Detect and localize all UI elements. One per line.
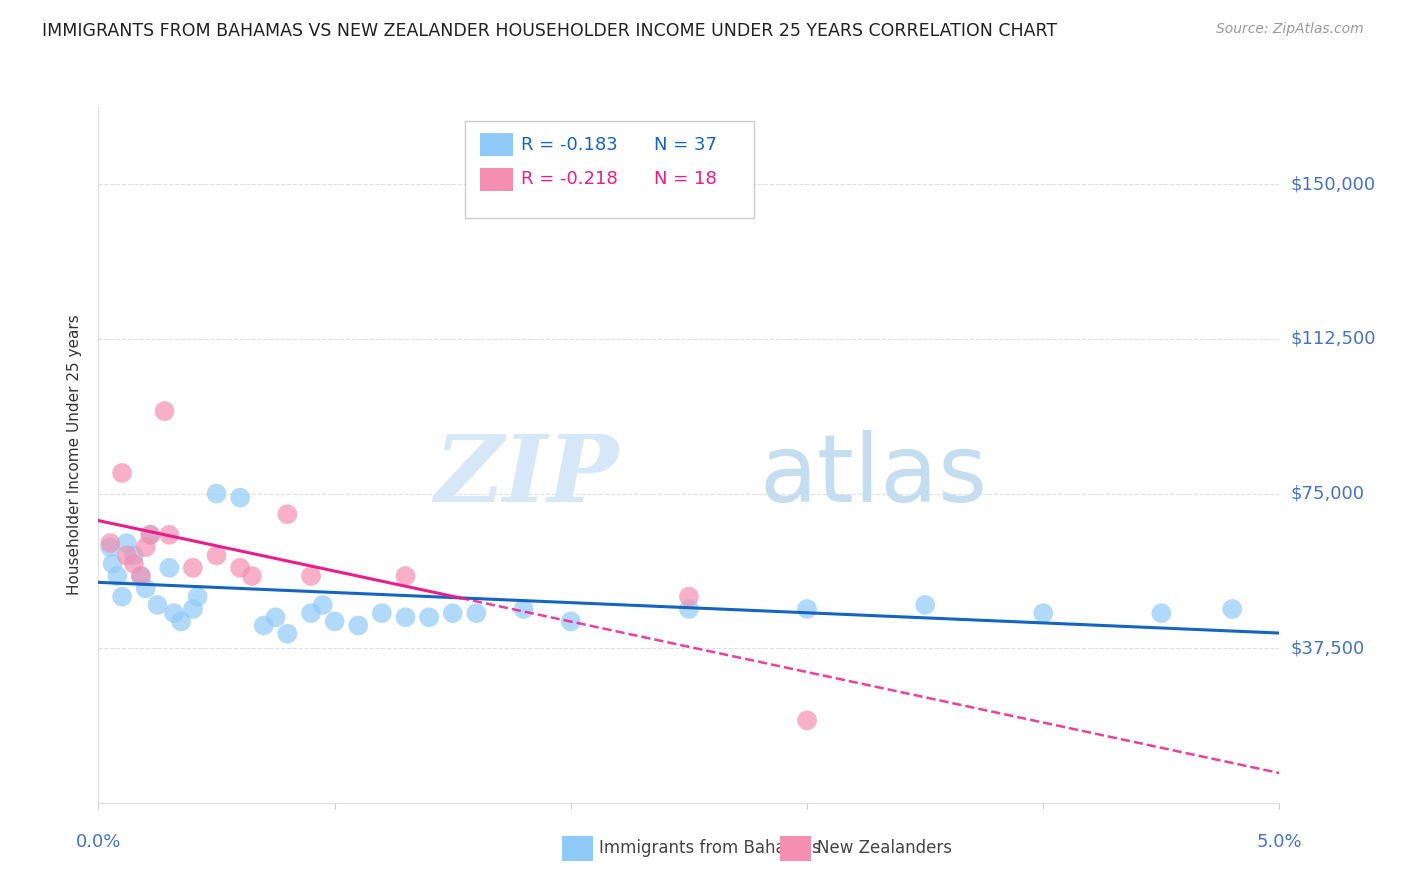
Text: New Zealanders: New Zealanders bbox=[817, 839, 952, 857]
Point bbox=[1150, 606, 1173, 620]
Point bbox=[170, 615, 193, 629]
Point bbox=[1220, 602, 1243, 616]
Point bbox=[181, 561, 204, 575]
Text: $112,500: $112,500 bbox=[1291, 330, 1376, 348]
Text: N = 37: N = 37 bbox=[654, 136, 717, 153]
Point bbox=[153, 404, 176, 418]
Text: R = -0.183: R = -0.183 bbox=[522, 136, 619, 153]
Point bbox=[914, 598, 936, 612]
Point bbox=[560, 615, 582, 629]
Y-axis label: Householder Income Under 25 years: Householder Income Under 25 years bbox=[67, 315, 83, 595]
Point bbox=[105, 569, 128, 583]
Point bbox=[276, 626, 298, 640]
Point bbox=[139, 528, 162, 542]
Point bbox=[101, 557, 124, 571]
Point bbox=[796, 602, 818, 616]
Point bbox=[205, 486, 228, 500]
Text: ZIP: ZIP bbox=[434, 431, 619, 521]
Text: $75,000: $75,000 bbox=[1291, 484, 1365, 502]
FancyBboxPatch shape bbox=[464, 121, 754, 219]
Point bbox=[98, 536, 121, 550]
Point bbox=[371, 606, 394, 620]
Point bbox=[139, 528, 162, 542]
Point bbox=[796, 714, 818, 728]
Point bbox=[394, 569, 416, 583]
Point bbox=[678, 602, 700, 616]
Point bbox=[240, 569, 263, 583]
Text: $150,000: $150,000 bbox=[1291, 176, 1375, 194]
Point bbox=[98, 540, 121, 554]
FancyBboxPatch shape bbox=[479, 169, 513, 191]
Point bbox=[678, 590, 700, 604]
Point bbox=[347, 618, 370, 632]
Text: R = -0.218: R = -0.218 bbox=[522, 170, 619, 188]
Point bbox=[146, 598, 169, 612]
Text: atlas: atlas bbox=[759, 430, 988, 522]
Point bbox=[264, 610, 287, 624]
Point bbox=[512, 602, 534, 616]
Point bbox=[157, 561, 180, 575]
Point bbox=[163, 606, 186, 620]
Point bbox=[129, 569, 152, 583]
Point bbox=[122, 557, 145, 571]
Point bbox=[157, 528, 180, 542]
Point bbox=[229, 561, 252, 575]
Text: 0.0%: 0.0% bbox=[76, 833, 121, 851]
Point bbox=[135, 582, 157, 596]
Point bbox=[181, 602, 204, 616]
Point bbox=[418, 610, 440, 624]
Point bbox=[229, 491, 252, 505]
Point bbox=[1032, 606, 1054, 620]
Point bbox=[122, 549, 145, 563]
Point bbox=[111, 590, 134, 604]
Point bbox=[253, 618, 276, 632]
Text: 5.0%: 5.0% bbox=[1257, 833, 1302, 851]
Point bbox=[299, 606, 322, 620]
Point bbox=[111, 466, 134, 480]
Point bbox=[129, 569, 152, 583]
Text: Immigrants from Bahamas: Immigrants from Bahamas bbox=[599, 839, 821, 857]
Point bbox=[323, 615, 346, 629]
Point bbox=[312, 598, 335, 612]
Point bbox=[187, 590, 209, 604]
Point bbox=[115, 549, 138, 563]
FancyBboxPatch shape bbox=[479, 134, 513, 156]
Point bbox=[115, 536, 138, 550]
Point bbox=[394, 610, 416, 624]
Point bbox=[465, 606, 488, 620]
Point bbox=[299, 569, 322, 583]
Text: Source: ZipAtlas.com: Source: ZipAtlas.com bbox=[1216, 22, 1364, 37]
Text: N = 18: N = 18 bbox=[654, 170, 716, 188]
Point bbox=[441, 606, 464, 620]
Text: IMMIGRANTS FROM BAHAMAS VS NEW ZEALANDER HOUSEHOLDER INCOME UNDER 25 YEARS CORRE: IMMIGRANTS FROM BAHAMAS VS NEW ZEALANDER… bbox=[42, 22, 1057, 40]
Point bbox=[135, 540, 157, 554]
Text: $37,500: $37,500 bbox=[1291, 640, 1365, 657]
Point bbox=[205, 549, 228, 563]
Point bbox=[276, 507, 298, 521]
